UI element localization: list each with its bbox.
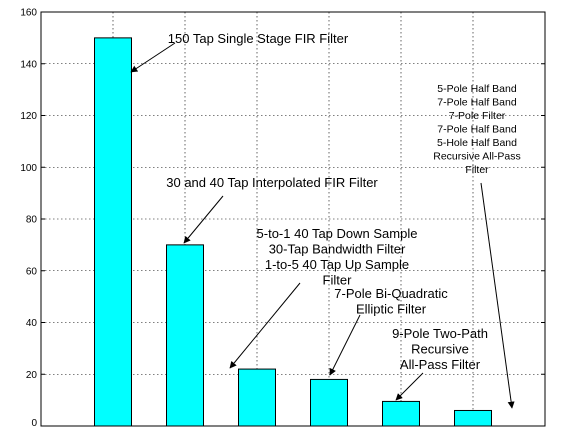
annotation-arrow bbox=[395, 372, 424, 401]
annotation-arrow bbox=[229, 282, 301, 369]
y-tick-label: 160 bbox=[20, 8, 37, 19]
bar bbox=[310, 378, 348, 427]
bar bbox=[454, 409, 492, 427]
axes: 0 20 40 60 80 100 120 140 160 bbox=[20, 8, 546, 428]
annotation-arrow bbox=[130, 42, 176, 73]
bar bbox=[166, 244, 204, 427]
annotation-arrow bbox=[480, 182, 515, 409]
annotation-arrow bbox=[329, 314, 361, 376]
plot-frame bbox=[40, 11, 546, 427]
bar bbox=[238, 368, 276, 427]
annotation-label: 30 and 40 Tap Interpolated FIR Filter bbox=[166, 175, 378, 190]
y-tick-label: 60 bbox=[26, 266, 38, 277]
y-tick-label: 80 bbox=[26, 215, 38, 226]
annotation-arrow bbox=[183, 195, 224, 244]
annotation-label: 5-Pole Half Band 7-Pole Half Band 7-Pole F… bbox=[433, 83, 521, 176]
y-tick-label: 20 bbox=[26, 370, 38, 381]
y-tick-label: 100 bbox=[20, 163, 37, 174]
y-tick-label: 140 bbox=[20, 59, 37, 70]
annotation-label: 9-Pole Two-Path Recursive All-Pass Filter bbox=[392, 326, 488, 372]
y-tick-label: 0 bbox=[31, 418, 37, 428]
y-tick-label: 40 bbox=[26, 318, 38, 329]
bars bbox=[94, 37, 492, 427]
annotation-label: 7-Pole Bi-Quadratic Elliptic Filter bbox=[334, 286, 448, 317]
annotation-label: 150 Tap Single Stage FIR Filter bbox=[168, 31, 349, 46]
y-tick-label: 120 bbox=[20, 111, 37, 122]
annotation-label: 5-to-1 40 Tap Down Sample 30-Tap Bandwidt… bbox=[257, 226, 418, 288]
annotations: 150 Tap Single Stage FIR Filter 30 and 40… bbox=[130, 31, 521, 409]
bar bbox=[94, 37, 132, 427]
bar bbox=[382, 400, 420, 427]
